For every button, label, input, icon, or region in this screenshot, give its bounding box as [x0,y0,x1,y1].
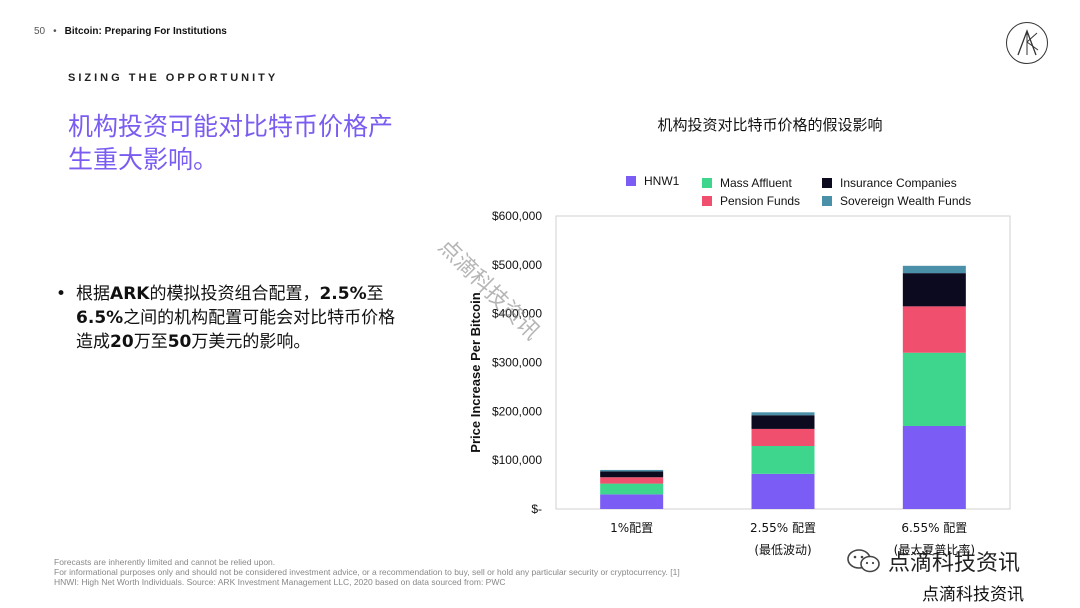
y-tick-label: $100,000 [492,453,542,467]
legend-swatch [822,178,832,188]
bar-segment [902,425,966,509]
y-tick-label: $300,000 [492,356,542,370]
bar-segment [600,471,664,478]
wechat-icon [847,549,880,573]
x-category-sublabel: (最大夏普比率) [894,542,975,557]
brand-watermark-text: 点滴科技资讯 [888,551,1021,576]
y-tick-label: $- [531,502,542,516]
footnote-1: Forecasts are inherently limited and can… [54,557,276,567]
y-tick-label: $400,000 [492,307,542,321]
bar-segment [902,265,966,274]
bar-segment [751,428,815,447]
bar-segment [751,473,815,509]
footnote-3: HNWI: High Net Worth Individuals. Source… [54,577,506,587]
x-category-label: 6.55% 配置 [901,521,967,535]
bar-segment [902,306,966,353]
report-title: Bitcoin: Preparing For Institutions [64,26,227,37]
bar-segment [751,415,815,429]
bar-segment [600,483,664,495]
key-point-text: 根据ARK的模拟投资组合配置，2.5%至6.5%之间的机构配置可能会对比特币价格… [76,284,396,352]
x-category-label: 1%配置 [610,521,653,535]
page-header: 50 • Bitcoin: Preparing For Institutions [34,26,227,37]
x-category-label: 2.55% 配置 [750,521,816,535]
legend-swatch [626,176,636,186]
legend-item-mass-affluent: Mass Affluent [702,176,792,190]
legend-item-pension-funds: Pension Funds [702,194,800,208]
bar-segment [902,352,966,426]
bullet-symbol: • [56,284,67,304]
section-eyebrow: SIZING THE OPPORTUNITY [68,72,279,84]
chart-title: 机构投资对比特币价格的假设影响 [657,116,883,134]
y-tick-label: $600,000 [492,209,542,223]
legend-item-hnw1: HNW1 [626,174,679,188]
y-tick-label: $500,000 [492,258,542,272]
bar-segment [902,273,966,307]
y-axis-label: Price Increase Per Bitcoin [468,292,483,452]
bar-segment [751,446,815,474]
legend-item-insurance-companies: Insurance Companies [822,176,957,190]
stacked-bar-chart: $- $100,000 $200,000 $300,000 $400,000 $500,0… [468,209,1011,557]
bar-segment [600,469,664,472]
legend-swatch [702,196,712,206]
legend-item-sovereign-wealth-funds: Sovereign Wealth Funds [822,194,971,208]
page-headline: 机构投资可能对比特币价格产生重大影响。 [68,112,394,174]
footnote-2: For informational purposes only and shou… [54,567,680,577]
brand-watermark-secondary: 点滴科技资讯 [922,585,1024,605]
brand-watermark: 点滴科技资讯 [846,545,1020,577]
footnotes: Forecasts are inherently limited and can… [54,557,774,587]
bar-segment [751,412,815,416]
bar-segment [600,477,664,484]
ark-logo-icon [1006,22,1048,64]
chart-legend: HNW1 Mass Affluent Pension Funds Insuran… [626,170,1006,210]
key-point: • 根据ARK的模拟投资组合配置，2.5%至6.5%之间的机构配置可能会对比特币… [56,282,396,354]
header-separator: • [53,26,57,37]
x-category-sublabel: (最低波动) [754,543,811,557]
bar-segment [600,494,664,509]
page-number: 50 [34,26,46,37]
legend-swatch [822,196,832,206]
legend-swatch [702,178,712,188]
y-tick-label: $200,000 [492,404,542,418]
